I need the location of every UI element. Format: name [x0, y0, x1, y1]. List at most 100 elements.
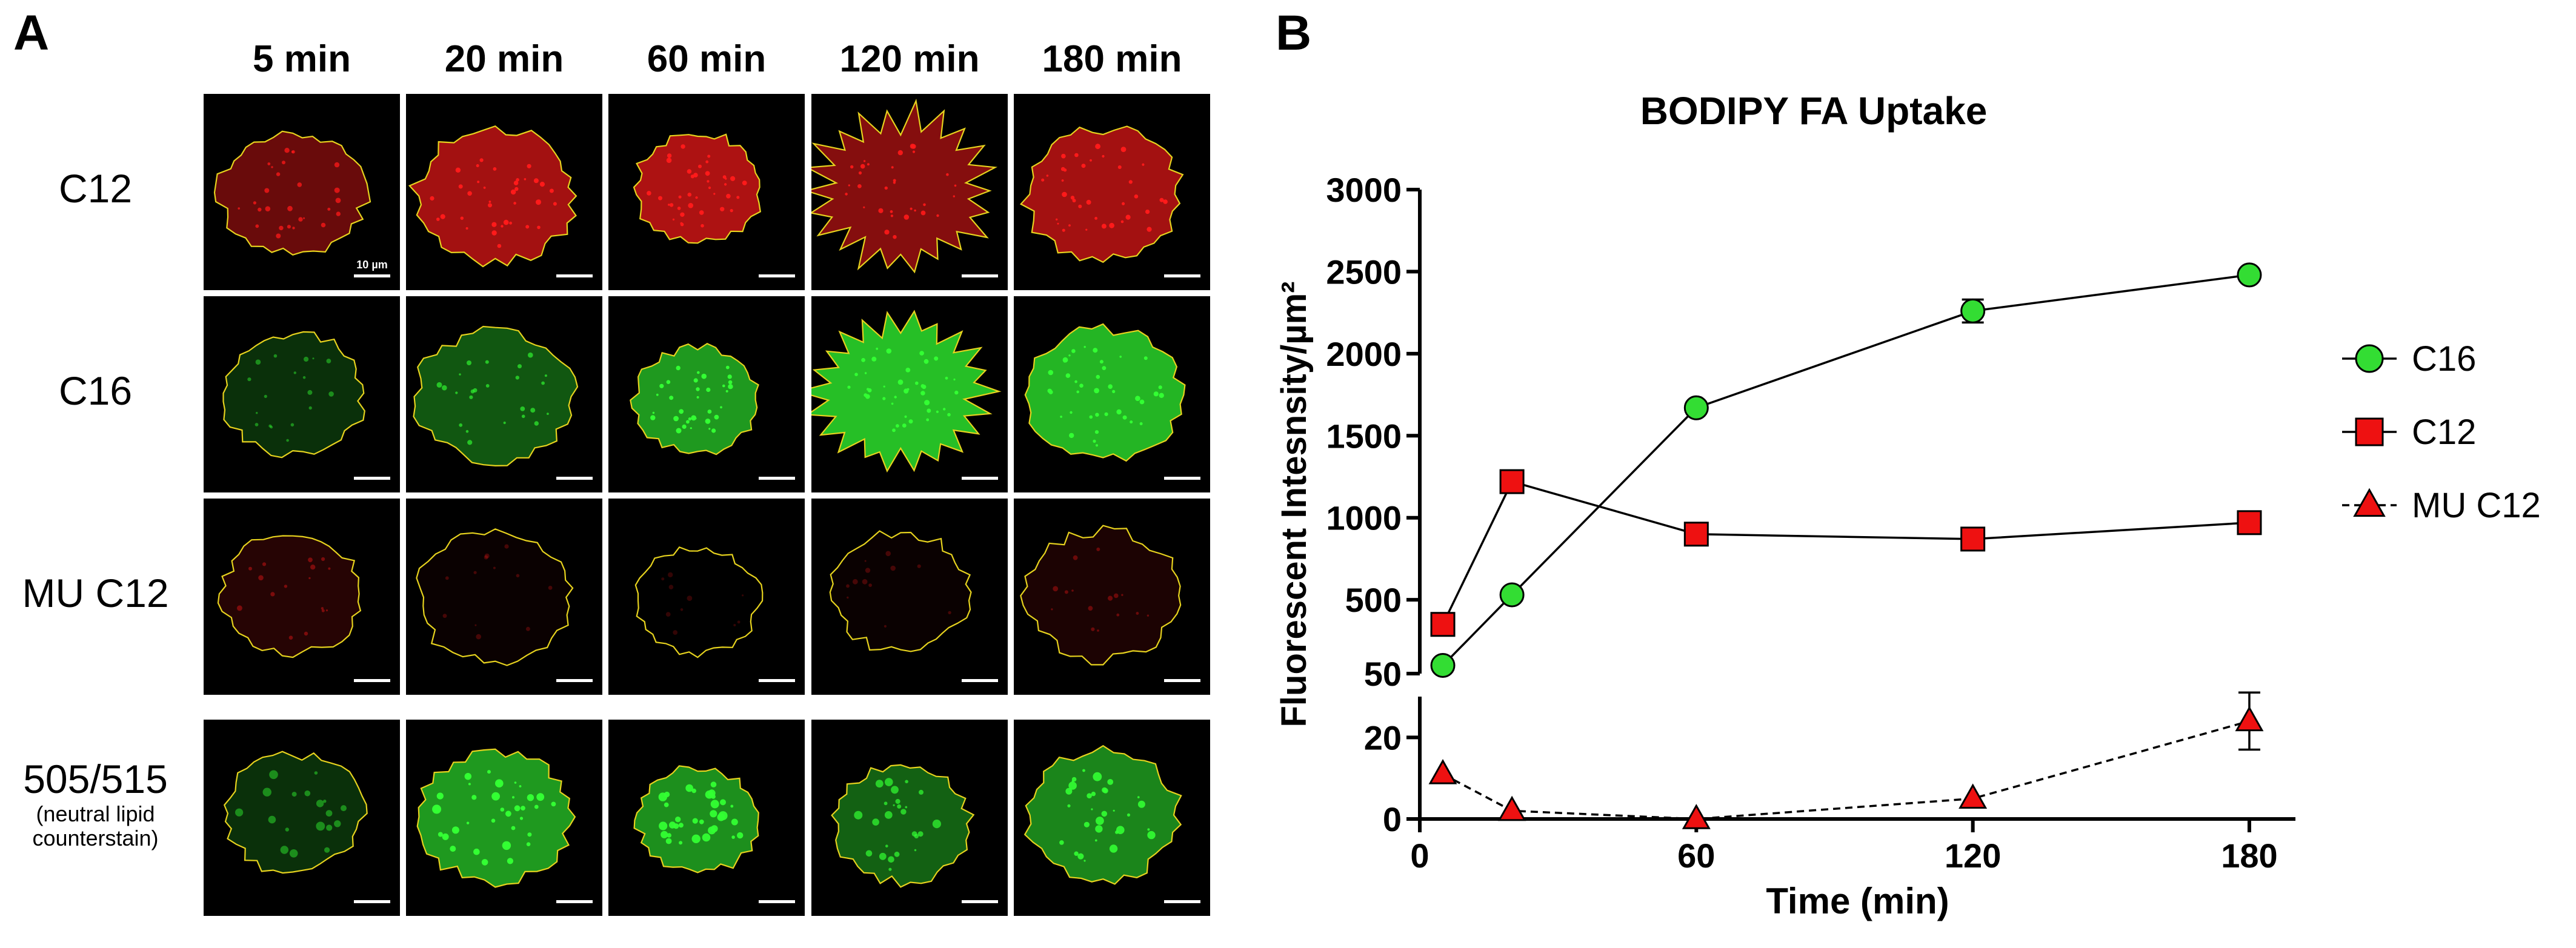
micrograph-image — [413, 325, 593, 480]
fluorescent-spot — [1083, 821, 1090, 827]
micrograph-tile — [406, 94, 602, 290]
y-tick-label: 2000 — [1326, 335, 1402, 373]
fluorescent-spot — [455, 167, 461, 173]
fluorescent-spot — [733, 624, 736, 626]
fluorescent-spot — [280, 846, 288, 854]
fluorescent-spot — [668, 572, 673, 578]
fluorescent-spot — [905, 368, 911, 373]
fluorescent-spot — [1112, 389, 1116, 393]
fluorescent-spot — [513, 181, 519, 185]
fluorescent-spot — [1128, 180, 1133, 184]
fluorescent-spot — [1060, 167, 1065, 171]
data-point — [1430, 612, 1456, 637]
micrograph-image — [633, 133, 795, 277]
fluorescent-spot — [497, 244, 502, 248]
fluorescent-spot — [321, 222, 326, 228]
fluorescent-spot — [846, 584, 850, 588]
fluorescent-spot — [726, 194, 731, 199]
fluorescent-spot — [697, 371, 700, 374]
fluorescent-spot — [467, 191, 472, 196]
fluorescent-spot — [924, 400, 930, 406]
fluorescent-spot — [673, 416, 679, 422]
fluorescent-spot — [915, 381, 919, 385]
fluorescent-spot — [1053, 586, 1059, 592]
micrograph-image — [1023, 744, 1200, 903]
fluorescent-spot — [730, 804, 734, 808]
column-label: 120 min — [839, 38, 980, 80]
fluorescent-spot — [687, 169, 692, 174]
data-point — [1683, 522, 1709, 547]
micrograph-tile — [608, 94, 805, 290]
fluorescent-spot — [451, 826, 459, 834]
cell-outline — [1019, 125, 1184, 264]
fluorescent-spot — [288, 635, 293, 640]
micrograph-tile — [811, 720, 1008, 916]
fluorescent-spot — [847, 385, 851, 389]
fluorescent-spot — [1120, 147, 1127, 152]
fluorescent-spot — [1094, 217, 1097, 220]
fluorescent-spot — [848, 184, 850, 187]
fluorescent-spot — [304, 631, 308, 636]
fluorescent-spot — [1071, 777, 1077, 782]
fluorescent-spot — [917, 564, 921, 568]
fluorescent-spot — [1091, 791, 1096, 797]
fluorescent-spot — [326, 824, 333, 831]
micrograph-image — [831, 764, 998, 903]
fluorescent-spot — [551, 801, 556, 807]
fluorescent-spot — [248, 566, 252, 571]
fluorescent-spot — [879, 852, 887, 860]
data-point — [1682, 804, 1711, 829]
cell-outline — [633, 133, 762, 244]
fluorescent-spot — [264, 394, 267, 398]
fluorescent-spot — [893, 179, 896, 182]
fluorescent-spot — [893, 804, 895, 806]
micrograph-tile — [1014, 499, 1210, 695]
fluorescent-spot — [500, 807, 505, 812]
fluorescent-spot — [1102, 366, 1107, 370]
fluorescent-spot — [1134, 194, 1139, 199]
fluorescent-spot — [495, 779, 504, 787]
fluorescent-spot — [290, 423, 295, 427]
fluorescent-spot — [268, 815, 276, 824]
fluorescent-spot — [908, 419, 913, 424]
fluorescent-spot — [858, 171, 862, 175]
fluorescent-spot — [914, 209, 916, 212]
data-point — [1499, 582, 1525, 608]
cell-fluorescence — [1020, 126, 1183, 262]
fluorescent-spot — [714, 414, 719, 420]
fluorescent-spot — [1086, 199, 1091, 205]
fluorescent-spot — [725, 389, 728, 393]
fluorescent-spot — [520, 406, 525, 411]
fluorescent-spot — [722, 175, 727, 179]
fluorescent-spot — [890, 565, 896, 571]
fluorescent-spot — [1076, 390, 1079, 394]
cell-outline — [630, 342, 759, 456]
cell-outline — [831, 764, 975, 888]
scale-bar — [354, 900, 390, 903]
fluorescent-spot — [693, 378, 698, 383]
fluorescent-spot — [276, 172, 281, 176]
fluorescent-spot — [1061, 179, 1064, 182]
fluorescent-spot — [705, 419, 711, 424]
fluorescent-spot — [742, 181, 747, 185]
scale-bar — [962, 679, 998, 682]
cell-fluorescence — [634, 134, 760, 244]
scale-bar — [556, 679, 593, 682]
fluorescent-spot — [308, 557, 313, 563]
fluorescent-spot — [481, 859, 488, 866]
fluorescent-spot — [255, 359, 261, 365]
fluorescent-spot — [693, 173, 698, 177]
fluorescent-spot — [238, 207, 240, 210]
fluorescent-spot — [678, 823, 684, 828]
micrograph-image — [634, 546, 795, 682]
fluorescent-spot — [681, 144, 685, 149]
scale-bar — [1164, 274, 1200, 277]
cell-fluorescence — [417, 749, 575, 887]
fluorescent-spot — [661, 577, 665, 581]
fluorescent-spot — [1116, 613, 1120, 617]
fluorescent-spot — [1108, 595, 1113, 601]
fluorescent-spot — [326, 359, 331, 363]
micrograph-image — [1019, 125, 1200, 277]
series-line — [1442, 480, 2250, 625]
fluorescent-spot — [897, 379, 904, 385]
